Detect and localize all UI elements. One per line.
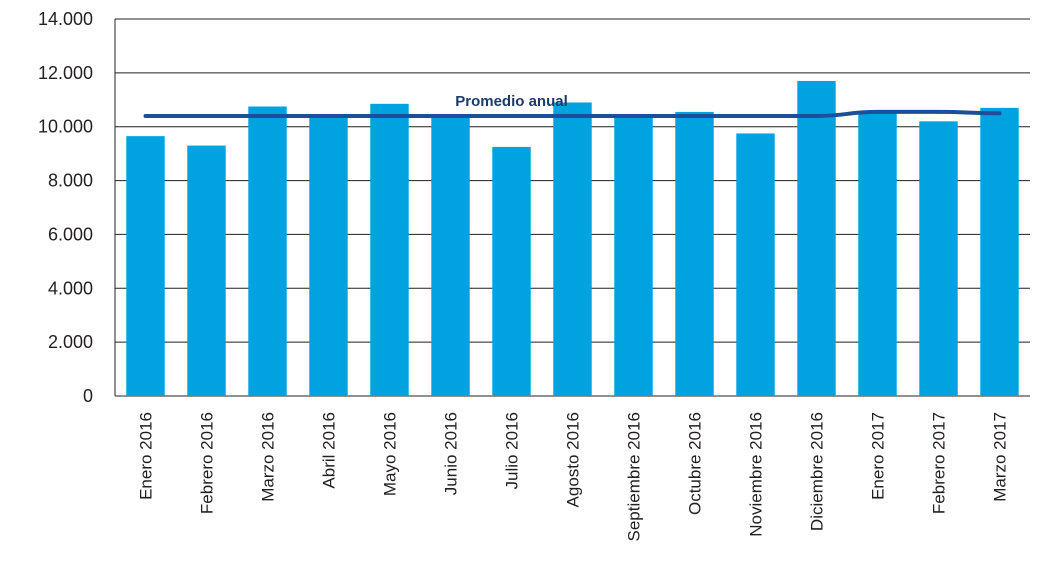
bar <box>309 114 348 396</box>
y-tick-label: 0 <box>83 386 93 406</box>
bar <box>614 114 653 396</box>
bar <box>736 133 775 397</box>
bar <box>248 106 287 397</box>
x-tick-label: Agosto 2016 <box>564 412 583 507</box>
x-tick-label: Marzo 2016 <box>259 412 278 502</box>
bar <box>980 107 1019 396</box>
y-tick-label: 14.000 <box>38 9 93 29</box>
bar <box>675 111 714 397</box>
average-line-label: Promedio anual <box>455 93 568 110</box>
bar <box>553 102 592 396</box>
y-tick-label: 2.000 <box>48 332 93 352</box>
average-line <box>143 109 1002 118</box>
x-tick-label: Octubre 2016 <box>686 412 705 515</box>
bar <box>797 80 836 396</box>
bar <box>858 113 897 396</box>
y-axis-ticks: 0 2.000 4.000 6.000 8.000 10.000 12.000 14.000 <box>38 9 93 406</box>
bars <box>126 80 1019 397</box>
x-tick-label: Febrero 2016 <box>198 412 217 514</box>
bar <box>919 121 958 396</box>
bar <box>126 136 165 396</box>
x-tick-label: Enero 2017 <box>869 412 888 500</box>
x-tick-label: Junio 2016 <box>442 412 461 495</box>
y-tick-label: 8.000 <box>48 171 93 191</box>
x-tick-label: Mayo 2016 <box>381 412 400 496</box>
x-tick-label: Marzo 2017 <box>991 412 1010 502</box>
x-tick-label: Febrero 2017 <box>930 412 949 514</box>
x-tick-label: Noviembre 2016 <box>747 412 766 537</box>
y-tick-label: 4.000 <box>48 278 93 298</box>
y-tick-label: 12.000 <box>38 63 93 83</box>
x-tick-label: Abril 2016 <box>320 412 339 489</box>
bar <box>431 115 470 396</box>
y-tick-label: 6.000 <box>48 224 93 244</box>
x-tick-label: Enero 2016 <box>137 412 156 500</box>
average-line-series <box>143 109 1002 118</box>
x-tick-label: Septiembre 2016 <box>625 412 644 541</box>
y-tick-label: 10.000 <box>38 117 93 137</box>
bar <box>187 145 226 396</box>
bar <box>492 146 531 396</box>
bar <box>370 103 409 396</box>
x-axis-labels: Enero 2016 Febrero 2016 Marzo 2016 Abril 20… <box>137 412 1010 541</box>
x-tick-label: Julio 2016 <box>503 412 522 490</box>
x-tick-label: Diciembre 2016 <box>808 412 827 531</box>
annotations: Promedio anual <box>455 93 568 110</box>
